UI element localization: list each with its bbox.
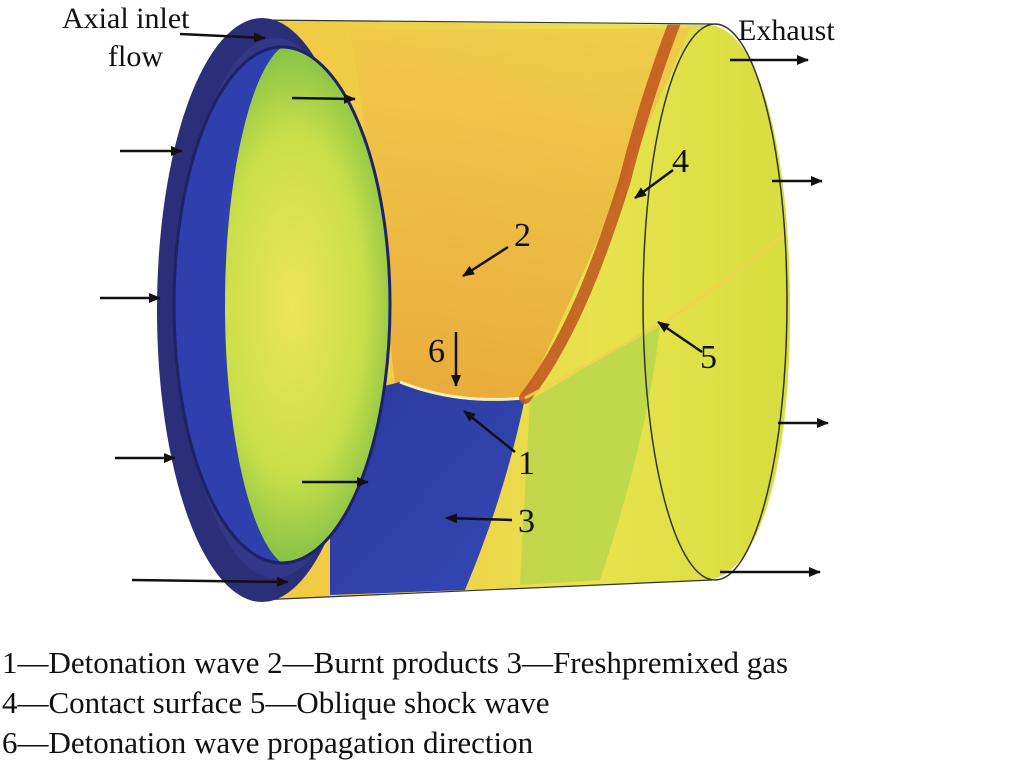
inlet-label-line2: flow: [108, 40, 163, 73]
callout-arrow-2: [462, 245, 509, 278]
inlet-arrow-7: [131, 576, 289, 587]
cylinder-right-end: [642, 23, 788, 581]
inlet-label-line1: Axial inlet: [62, 2, 190, 35]
legend-line-3: 6—Detonation wave propagation direction: [2, 725, 534, 760]
callout-number-4: 4: [672, 143, 689, 180]
legend-line-2: 4—Contact surface 5—Oblique shock wave: [2, 685, 550, 720]
inlet-arrow-2: [291, 93, 356, 104]
green-region: [520, 325, 660, 585]
fresh-premixed-gas-region: [330, 382, 525, 595]
contact-surface: [519, 20, 681, 404]
cylinder-bottom-edge: [257, 579, 713, 601]
exhaust-label: Exhaust: [738, 14, 835, 47]
detonation-wave-front: [399, 380, 526, 401]
callout-arrow-4: [634, 168, 674, 200]
callout-arrow-1: [463, 410, 516, 453]
burnt-products-region: [350, 28, 690, 399]
legend-line-1: 1—Detonation wave 2—Burnt products 3—Fre…: [2, 645, 789, 680]
callout-number-3: 3: [518, 503, 535, 540]
callout-number-6: 6: [428, 333, 445, 370]
inner-bore-rim: [172, 45, 392, 565]
inlet-arrow-1: [179, 32, 266, 43]
cylinder-top-edge: [257, 19, 713, 25]
callout-arrow-3: [445, 513, 513, 524]
callout-number-1: 1: [518, 445, 535, 482]
inner-fresh-gas-band: [174, 47, 282, 563]
callout-arrow-5: [657, 320, 703, 354]
callout-number-5: 5: [700, 339, 717, 376]
callout-number-2: 2: [514, 217, 531, 254]
